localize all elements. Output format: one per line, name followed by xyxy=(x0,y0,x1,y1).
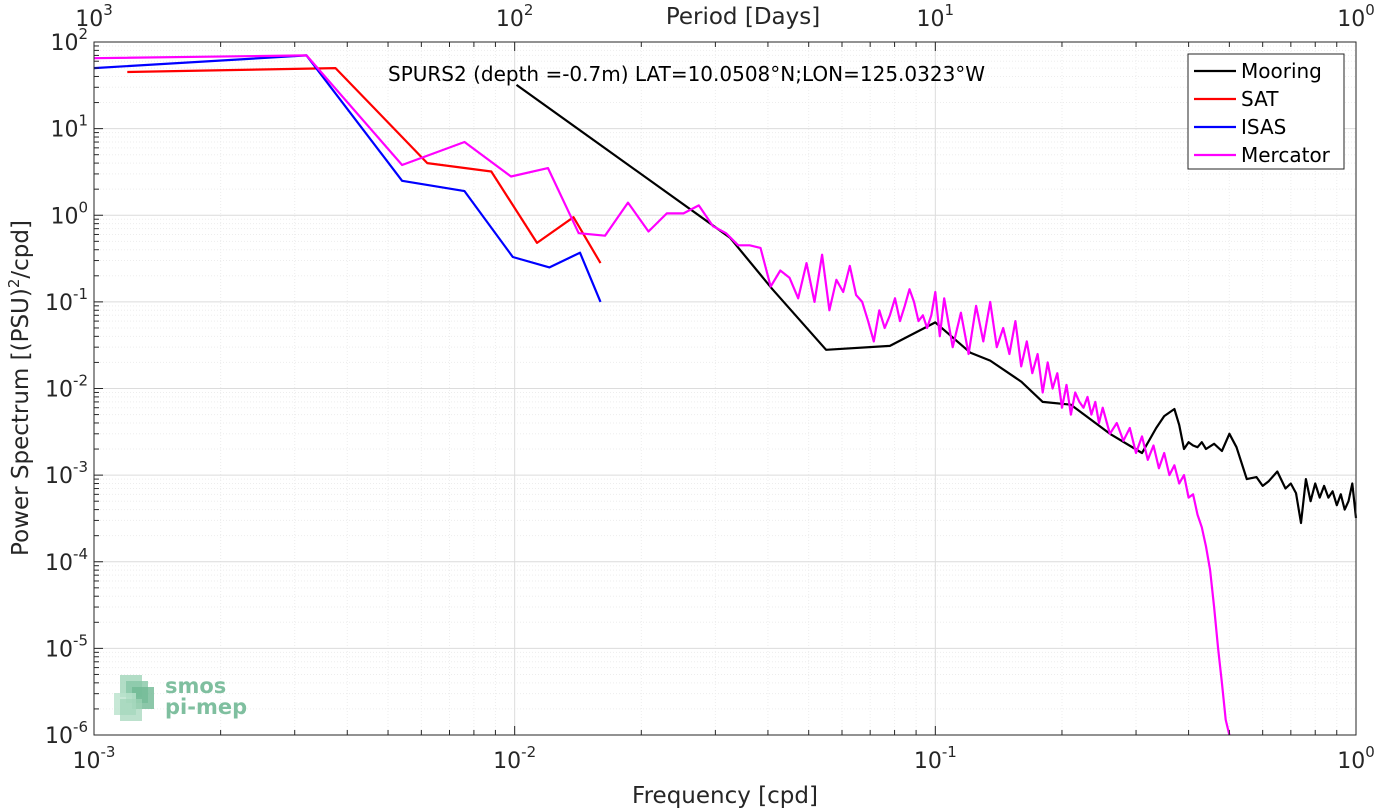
top-tick-label-exp: 1 xyxy=(945,1,955,19)
top-tick-label-exp: 2 xyxy=(524,1,534,19)
y-tick-label-base: 10 xyxy=(50,204,78,229)
y-tick-label: 100 xyxy=(50,198,88,229)
top-tick-label-base: 10 xyxy=(75,7,103,32)
smos-logo: smos pi-mep xyxy=(114,674,247,721)
y-axis-label-main: Power Spectrum [(PSU) xyxy=(8,288,34,556)
y-tick-label-exp: -5 xyxy=(73,631,88,649)
top-tick-labels: 103 102 101 100 xyxy=(75,1,1375,32)
top-tick-label: 100 xyxy=(1337,1,1375,32)
y-axis-label: Power Spectrum [(PSU)2/cpd] xyxy=(5,220,34,556)
x-tick-label-base: 10 xyxy=(914,749,942,774)
top-tick-label: 102 xyxy=(496,1,534,32)
y-tick-label: 101 xyxy=(50,112,88,143)
x-tick-label-base: 10 xyxy=(73,749,101,774)
x-tick-label-base: 10 xyxy=(1337,749,1365,774)
series-line-sat xyxy=(127,66,602,264)
y-tick-label-exp: 2 xyxy=(78,25,88,43)
legend-label-mercator: Mercator xyxy=(1241,143,1331,167)
y-tick-label-exp: 1 xyxy=(78,112,88,130)
minor-grid xyxy=(94,42,1356,735)
chart-title: SPURS2 (depth =-0.7m) LAT=10.0508°N;LON=… xyxy=(388,62,985,86)
x-tick-label-exp: -1 xyxy=(942,743,957,761)
legend-items: Mooring SAT ISAS Mercator xyxy=(1194,59,1331,167)
y-tick-label-base: 10 xyxy=(50,118,78,143)
y-tick-label: 10-4 xyxy=(45,545,88,576)
top-tick-label-exp: 3 xyxy=(103,1,113,19)
top-axis-label: Period [Days] xyxy=(666,4,820,30)
y-tick-label: 10-3 xyxy=(45,458,88,489)
x-tick-label-exp: 0 xyxy=(1365,743,1375,761)
y-tick-label-exp: -1 xyxy=(73,285,88,303)
y-tick-label-base: 10 xyxy=(50,31,78,56)
y-tick-label-base: 10 xyxy=(45,724,73,749)
x-axis-label: Frequency [cpd] xyxy=(632,783,818,809)
x-tick-label: 10-1 xyxy=(914,743,957,774)
y-tick-label-exp: 0 xyxy=(78,198,88,216)
y-tick-label: 10-1 xyxy=(45,285,88,316)
legend-label-mooring: Mooring xyxy=(1241,59,1322,83)
y-axis-label-tail: /cpd] xyxy=(8,220,34,279)
top-tick-label-exp: 0 xyxy=(1365,1,1375,19)
logo-line2: pi-mep xyxy=(165,695,247,719)
y-tick-label: 10-2 xyxy=(45,372,88,403)
y-tick-label-exp: -2 xyxy=(73,372,88,390)
logo-mark-icon xyxy=(114,675,154,721)
x-tick-label-exp: -2 xyxy=(521,743,536,761)
series-line-mercator xyxy=(93,54,1231,736)
top-tick-label: 103 xyxy=(75,1,113,32)
top-tick-label-base: 10 xyxy=(1337,7,1365,32)
x-tick-label: 10-2 xyxy=(493,743,536,774)
series-layer xyxy=(93,54,1358,736)
top-tick-label-base: 10 xyxy=(496,7,524,32)
y-tick-label-base: 10 xyxy=(45,637,73,662)
x-tick-label-base: 10 xyxy=(493,749,521,774)
y-tick-label-base: 10 xyxy=(45,378,73,403)
y-tick-label-base: 10 xyxy=(45,291,73,316)
y-tick-label-base: 10 xyxy=(45,551,73,576)
y-axis-label-sup: 2 xyxy=(5,279,23,289)
x-tick-label-exp: -3 xyxy=(101,743,116,761)
legend-box xyxy=(1187,53,1345,170)
y-tick-label-base: 10 xyxy=(45,464,73,489)
legend: Mooring SAT ISAS Mercator xyxy=(1187,53,1345,170)
y-tick-label: 10-6 xyxy=(45,718,88,749)
x-tick-label: 10-3 xyxy=(73,743,116,774)
y-tick-label-exp: -4 xyxy=(73,545,88,563)
tick-marks xyxy=(93,41,1357,736)
x-tick-labels: 10-3 10-2 10-1 100 xyxy=(73,743,1375,774)
x-tick-label: 100 xyxy=(1337,743,1375,774)
series-line-isas xyxy=(93,54,602,303)
logo-line1: smos xyxy=(165,674,226,698)
legend-label-sat: SAT xyxy=(1241,87,1279,111)
y-tick-label: 102 xyxy=(50,25,88,56)
top-tick-label: 101 xyxy=(917,1,955,32)
y-tick-label-exp: -3 xyxy=(73,458,88,476)
top-tick-label-base: 10 xyxy=(917,7,945,32)
legend-label-isas: ISAS xyxy=(1241,115,1286,139)
y-tick-label: 10-5 xyxy=(45,631,88,662)
series-line-mooring xyxy=(515,84,1358,525)
y-tick-label-exp: -6 xyxy=(73,718,88,736)
